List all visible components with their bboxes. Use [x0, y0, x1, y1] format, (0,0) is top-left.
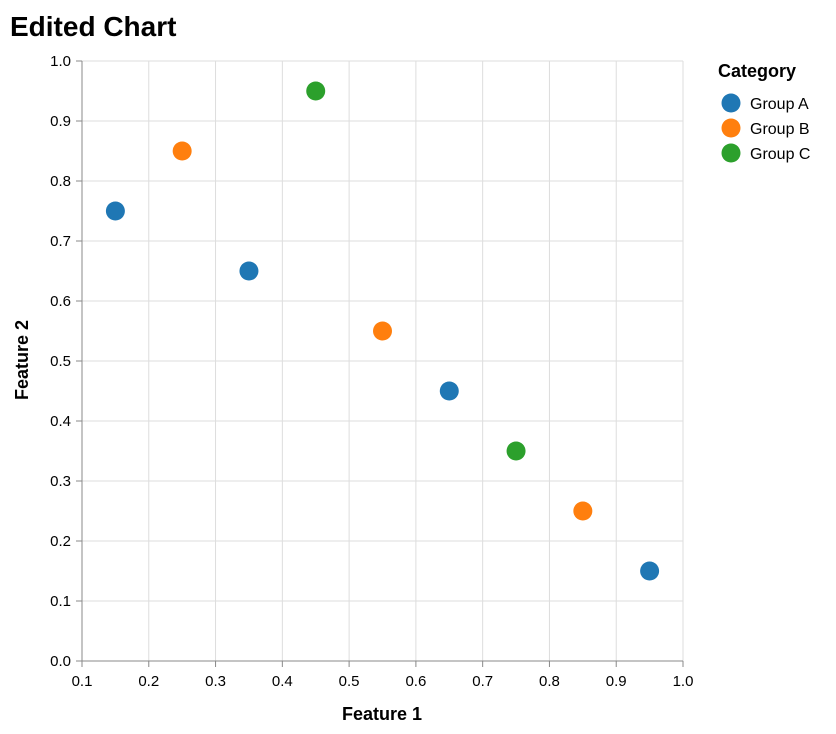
x-tick-label: 0.9	[606, 673, 627, 690]
data-point-group-a	[640, 561, 660, 581]
y-tick-label: 0.3	[50, 473, 71, 490]
data-point-group-b	[573, 501, 593, 521]
x-tick-label: 0.2	[138, 673, 159, 690]
y-tick-label: 0.9	[50, 113, 71, 130]
chart-title: Edited Chart	[10, 11, 176, 42]
data-point-group-b	[172, 141, 192, 161]
legend-swatch-group-a	[721, 93, 741, 113]
data-point-group-a	[239, 261, 259, 281]
x-tick-label: 1.0	[673, 673, 694, 690]
data-point-group-a	[439, 381, 459, 401]
y-tick-label: 0.0	[50, 653, 71, 670]
x-tick-label: 0.6	[405, 673, 426, 690]
legend-swatch-group-b	[721, 118, 741, 138]
grid	[81, 60, 684, 662]
legend-label: Group C	[750, 146, 810, 163]
x-tick-label: 0.8	[539, 673, 560, 690]
legend-title: Category	[718, 61, 796, 81]
data-point-group-b	[373, 321, 392, 341]
y-tick-label: 0.4	[50, 413, 71, 430]
y-tick-label: 0.5	[50, 353, 71, 370]
y-tick-label: 0.6	[50, 293, 71, 310]
y-tick-label: 0.8	[50, 173, 71, 190]
axes: 0.1 0.2 0.3 0.4 0.5 0.6 0.7 0.8 0.9 1.00.00.10.20…	[50, 53, 693, 690]
x-axis-title: Feature 1	[342, 704, 422, 724]
y-tick-label: 0.1	[50, 593, 71, 610]
y-tick-label: 1.0	[50, 53, 71, 70]
data-point-group-c	[306, 81, 326, 101]
x-tick-label: 0.4	[272, 673, 293, 690]
legend-label: Group A	[750, 96, 809, 113]
y-axis-title: Feature 2	[12, 320, 32, 400]
y-tick-label: 0.2	[50, 533, 71, 550]
x-tick-label: 0.1	[72, 673, 93, 690]
data-points	[105, 81, 660, 581]
x-tick-label: 0.5	[339, 673, 360, 690]
x-tick-label: 0.3	[205, 673, 226, 690]
legend-label: Group B	[750, 121, 810, 138]
y-tick-label: 0.7	[50, 233, 71, 250]
data-point-group-a	[105, 201, 125, 221]
x-tick-label: 0.7	[472, 673, 493, 690]
legend: Category Group A Group B Group C	[718, 61, 810, 163]
legend-swatch-group-c	[721, 143, 741, 163]
data-point-group-c	[506, 441, 526, 461]
